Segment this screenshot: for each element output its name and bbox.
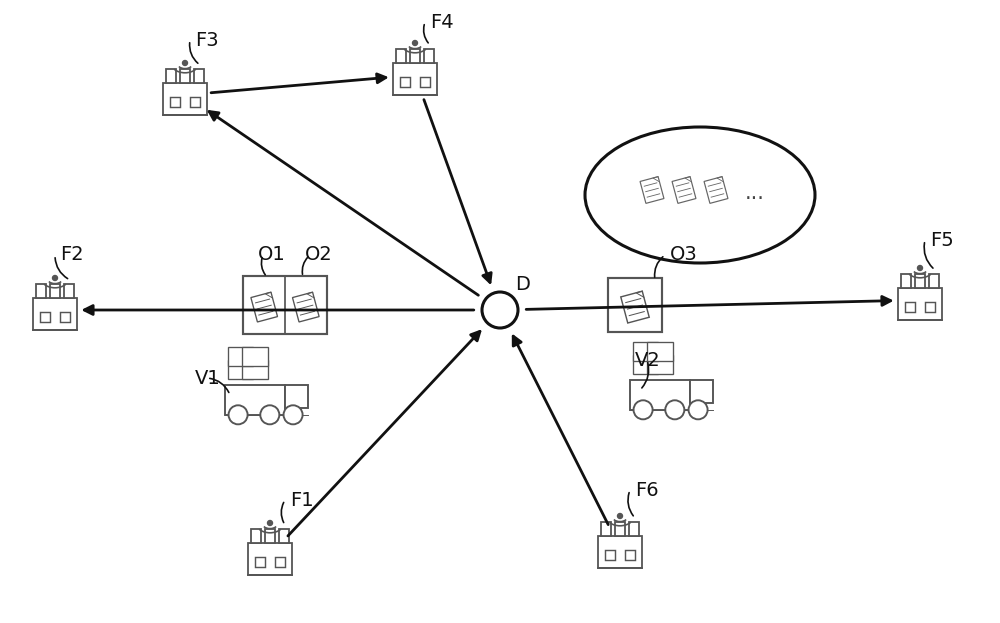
Circle shape xyxy=(182,60,188,65)
Circle shape xyxy=(665,401,684,419)
FancyBboxPatch shape xyxy=(251,529,261,543)
FancyBboxPatch shape xyxy=(410,49,420,63)
Circle shape xyxy=(918,265,922,270)
FancyBboxPatch shape xyxy=(180,69,190,83)
Polygon shape xyxy=(704,177,728,203)
FancyBboxPatch shape xyxy=(629,522,639,536)
Text: D: D xyxy=(515,275,530,295)
FancyBboxPatch shape xyxy=(925,302,935,312)
FancyBboxPatch shape xyxy=(396,49,406,63)
FancyBboxPatch shape xyxy=(285,385,308,409)
FancyBboxPatch shape xyxy=(393,63,437,95)
Circle shape xyxy=(268,520,272,525)
FancyBboxPatch shape xyxy=(615,522,625,536)
FancyBboxPatch shape xyxy=(190,97,200,107)
Circle shape xyxy=(284,406,303,424)
FancyBboxPatch shape xyxy=(163,83,207,115)
FancyBboxPatch shape xyxy=(915,274,925,288)
Polygon shape xyxy=(621,291,649,323)
FancyBboxPatch shape xyxy=(243,277,327,333)
FancyBboxPatch shape xyxy=(633,342,658,361)
Circle shape xyxy=(229,406,248,424)
Circle shape xyxy=(482,292,518,328)
FancyBboxPatch shape xyxy=(598,536,642,568)
FancyBboxPatch shape xyxy=(166,69,176,83)
Text: F1: F1 xyxy=(290,490,314,510)
FancyBboxPatch shape xyxy=(33,298,77,330)
Text: F4: F4 xyxy=(430,12,454,32)
Text: F6: F6 xyxy=(635,480,659,500)
Circle shape xyxy=(413,40,418,45)
FancyBboxPatch shape xyxy=(279,529,289,543)
Text: O3: O3 xyxy=(670,245,698,265)
FancyBboxPatch shape xyxy=(647,342,673,361)
Text: O2: O2 xyxy=(305,245,333,265)
Text: F5: F5 xyxy=(930,231,954,249)
Text: ...: ... xyxy=(745,183,765,203)
Polygon shape xyxy=(672,177,696,203)
FancyBboxPatch shape xyxy=(50,284,60,298)
Text: V1: V1 xyxy=(195,368,221,388)
FancyBboxPatch shape xyxy=(242,347,268,366)
FancyBboxPatch shape xyxy=(194,69,204,83)
FancyBboxPatch shape xyxy=(40,312,50,322)
FancyBboxPatch shape xyxy=(905,302,915,312)
FancyBboxPatch shape xyxy=(242,360,268,379)
FancyBboxPatch shape xyxy=(605,550,615,560)
FancyBboxPatch shape xyxy=(228,360,253,379)
Circle shape xyxy=(52,275,58,280)
Circle shape xyxy=(618,513,622,518)
Polygon shape xyxy=(251,292,278,322)
Ellipse shape xyxy=(585,127,815,263)
FancyBboxPatch shape xyxy=(633,355,658,374)
FancyBboxPatch shape xyxy=(420,77,430,87)
Polygon shape xyxy=(292,292,319,322)
FancyBboxPatch shape xyxy=(898,288,942,320)
FancyBboxPatch shape xyxy=(60,312,70,322)
FancyBboxPatch shape xyxy=(901,274,911,288)
Polygon shape xyxy=(640,177,664,203)
FancyBboxPatch shape xyxy=(400,77,410,87)
FancyBboxPatch shape xyxy=(275,557,285,567)
FancyBboxPatch shape xyxy=(690,380,713,404)
Text: F2: F2 xyxy=(60,245,84,265)
FancyBboxPatch shape xyxy=(424,49,434,63)
FancyBboxPatch shape xyxy=(36,284,46,298)
FancyBboxPatch shape xyxy=(630,380,690,410)
FancyBboxPatch shape xyxy=(255,557,265,567)
Circle shape xyxy=(634,401,653,419)
FancyBboxPatch shape xyxy=(228,347,253,366)
Text: O1: O1 xyxy=(258,245,286,265)
FancyBboxPatch shape xyxy=(625,550,635,560)
Text: F3: F3 xyxy=(195,31,219,49)
FancyBboxPatch shape xyxy=(64,284,74,298)
FancyBboxPatch shape xyxy=(265,529,275,543)
FancyBboxPatch shape xyxy=(608,278,662,332)
FancyBboxPatch shape xyxy=(647,355,673,374)
FancyBboxPatch shape xyxy=(248,543,292,575)
Circle shape xyxy=(260,406,279,424)
FancyBboxPatch shape xyxy=(601,522,611,536)
Text: V2: V2 xyxy=(635,351,661,369)
FancyBboxPatch shape xyxy=(225,385,285,415)
FancyBboxPatch shape xyxy=(929,274,939,288)
Circle shape xyxy=(689,401,708,419)
FancyBboxPatch shape xyxy=(170,97,180,107)
